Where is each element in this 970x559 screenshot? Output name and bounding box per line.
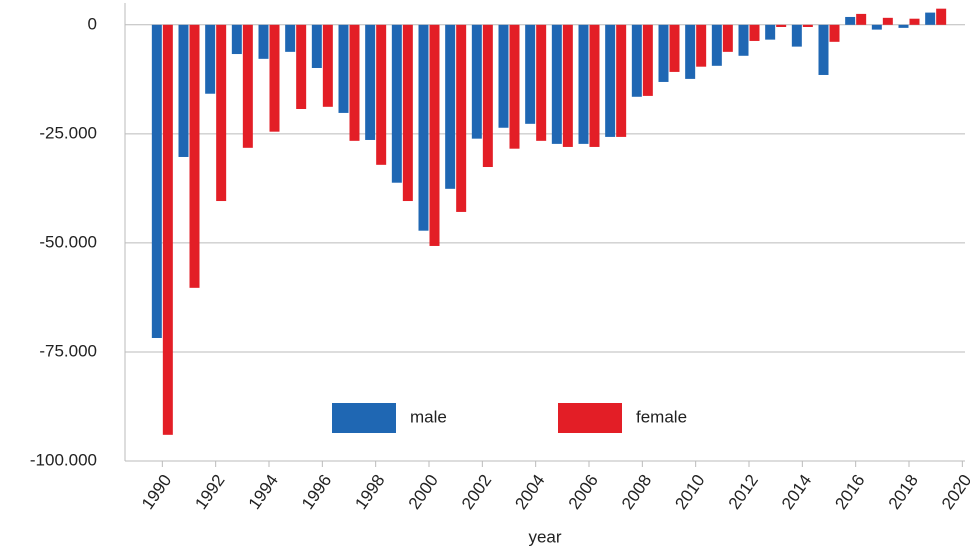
x-tick-label: 1998 (351, 471, 388, 513)
bar (525, 24, 536, 124)
legend-swatch (558, 403, 622, 433)
x-tick-label: 2006 (565, 471, 602, 513)
x-tick-label: 2000 (405, 471, 442, 513)
bar (696, 24, 707, 67)
bar (311, 24, 322, 68)
x-tick-label: 1992 (191, 471, 228, 513)
bar (765, 24, 776, 40)
bar (749, 24, 760, 41)
bar (285, 24, 296, 52)
bar (205, 24, 216, 94)
x-tick-label: 2018 (885, 471, 922, 513)
bar (365, 24, 376, 140)
y-tick-label: -75.000 (39, 341, 97, 360)
bar (722, 24, 733, 52)
bar (882, 17, 893, 25)
bar (711, 24, 722, 66)
bar (178, 24, 189, 157)
bar (669, 24, 680, 72)
bar (562, 24, 573, 147)
x-tick-label: 2012 (725, 471, 762, 513)
bar (322, 24, 333, 107)
bar (589, 24, 600, 147)
x-tick-label: 2010 (671, 471, 708, 513)
bar (151, 24, 162, 338)
bar (909, 18, 920, 25)
bar (509, 24, 520, 149)
bar (616, 24, 627, 137)
bar (738, 24, 749, 56)
legend-label: female (636, 407, 687, 426)
bar (829, 24, 840, 42)
bar (445, 24, 456, 189)
bar (216, 24, 227, 202)
bar (231, 24, 242, 55)
bar (856, 13, 867, 25)
bar (429, 24, 440, 246)
bar (898, 24, 909, 28)
bar (391, 24, 402, 183)
x-tick-label: 1990 (138, 471, 175, 513)
bar (631, 24, 642, 97)
y-tick-label: -100.000 (30, 450, 97, 469)
bar (658, 24, 669, 82)
bar (269, 24, 280, 132)
x-axis-title: year (528, 527, 561, 546)
bar (349, 24, 360, 141)
bar (605, 24, 616, 137)
bar (296, 24, 307, 109)
y-tick-label: -25.000 (39, 123, 97, 142)
x-tick-label: 2014 (778, 471, 815, 513)
x-tick-label: 2002 (458, 471, 495, 513)
bar (776, 24, 787, 27)
legend-swatch (332, 403, 396, 433)
bar (162, 24, 173, 435)
x-tick-label: 2020 (938, 471, 970, 513)
bar (802, 24, 813, 27)
y-tick-label: -50.000 (39, 232, 97, 251)
legend-label: male (410, 407, 447, 426)
bar (845, 16, 856, 25)
bar (936, 8, 947, 25)
bar (258, 24, 269, 59)
x-tick-label: 1996 (298, 471, 335, 513)
bar (925, 12, 936, 25)
bar (536, 24, 547, 141)
bar (402, 24, 413, 202)
x-tick-label: 2008 (618, 471, 655, 513)
bar (242, 24, 253, 148)
bar (685, 24, 696, 79)
bar (189, 24, 200, 288)
x-tick-label: 2004 (511, 471, 548, 513)
bar (482, 24, 493, 168)
bar (578, 24, 589, 144)
bar (871, 24, 882, 30)
bar (456, 24, 467, 212)
y-tick-label: 0 (88, 14, 97, 33)
bar (376, 24, 387, 165)
bar (791, 24, 802, 47)
bar (498, 24, 509, 128)
bar (471, 24, 482, 139)
bar (338, 24, 349, 113)
bar (418, 24, 429, 231)
bar (642, 24, 653, 96)
x-tick-label: 2016 (831, 471, 868, 513)
bar (551, 24, 562, 144)
bar (818, 24, 829, 75)
x-tick-label: 1994 (245, 471, 282, 513)
